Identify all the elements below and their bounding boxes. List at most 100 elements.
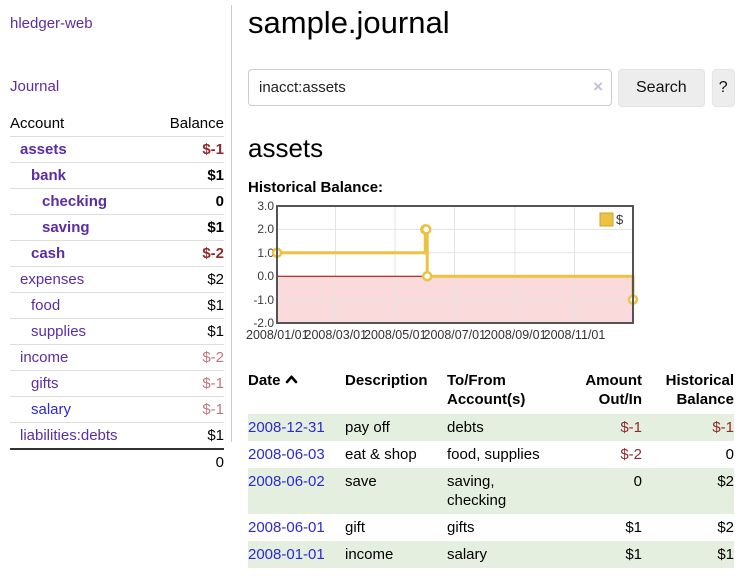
balance-cell: $2 xyxy=(717,473,734,490)
register-header-row: Date Description To/From Account(s) Amou… xyxy=(248,371,734,414)
accounts-cell: gifts xyxy=(447,519,475,536)
x-tick-label: 2008/01/01 xyxy=(246,328,309,342)
account-row: checking 0 xyxy=(10,188,224,215)
account-balance: $-2 xyxy=(152,344,224,371)
app-title: hledger-web xyxy=(10,15,224,32)
table-row: 2008-12-31 pay off debts $-1 $-1 xyxy=(248,414,734,441)
date-link[interactable]: 2008-06-03 xyxy=(248,446,325,463)
account-link[interactable]: income xyxy=(20,349,69,366)
register-header-description: Description xyxy=(345,372,428,389)
x-tick-label: 2008/05/01 xyxy=(364,328,427,342)
search-box: × xyxy=(248,69,612,106)
accounts-table: Account Balance assets $-1 bank $1 checking 0… xyxy=(10,111,224,475)
register-header-date[interactable]: Date xyxy=(248,371,345,414)
main-content: sample.journal × Search ? assets Histori… xyxy=(246,5,742,568)
account-row: gifts $-1 xyxy=(10,370,224,397)
page-title: sample.journal xyxy=(248,5,450,40)
account-link[interactable]: salary xyxy=(31,401,72,418)
accounts-total-row: 0 xyxy=(10,448,224,475)
account-link[interactable]: food xyxy=(31,297,61,314)
legend-swatch xyxy=(599,212,614,227)
sidebar-item-journal[interactable]: Journal xyxy=(10,78,60,95)
search-button[interactable]: Search xyxy=(618,69,705,107)
chart-border xyxy=(276,205,634,324)
amount-cell: 0 xyxy=(633,473,642,490)
account-row: salary $-1 xyxy=(10,396,224,423)
description-cell: save xyxy=(345,473,377,490)
account-row: income $-2 xyxy=(10,344,224,371)
account-balance: $1 xyxy=(152,214,224,241)
account-balance: $2 xyxy=(152,266,224,293)
accounts-cell: debts xyxy=(447,419,484,436)
balance-cell: 0 xyxy=(725,446,734,463)
balance-cell: $-1 xyxy=(712,419,734,436)
description-cell: eat & shop xyxy=(345,446,417,463)
x-tick-label: 2008/09/01 xyxy=(483,328,547,342)
y-tick-label: -2.0 xyxy=(253,316,274,330)
account-link[interactable]: liabilities:debts xyxy=(20,427,118,444)
accounts-header-account: Account xyxy=(10,115,65,132)
account-balance: $1 xyxy=(152,162,224,189)
table-row: 2008-06-01 gift gifts $1 $2 xyxy=(248,514,734,541)
account-balance: $1 xyxy=(152,318,224,345)
balance-chart-svg: $ xyxy=(271,205,639,324)
account-row: saving $1 xyxy=(10,214,224,241)
account-link[interactable]: cash xyxy=(31,245,66,262)
amount-cell: $1 xyxy=(625,546,642,563)
sidebar: hledger-web Journal Account Balance asse… xyxy=(0,5,232,475)
accounts-header-balance: Balance xyxy=(169,115,224,132)
table-row: 2008-06-02 save saving, checking 0 $2 xyxy=(248,468,734,514)
account-row: liabilities:debts $1 xyxy=(10,422,224,449)
clear-search-icon[interactable]: × xyxy=(593,77,603,96)
account-balance: $-1 xyxy=(152,370,224,397)
account-link[interactable]: saving xyxy=(42,219,90,236)
account-row: cash $-2 xyxy=(10,240,224,267)
account-balance: 0 xyxy=(152,188,224,215)
table-row: 2008-01-01 income salary $1 $1 xyxy=(248,541,734,568)
register-header-amount: Amount Out/In xyxy=(585,372,642,408)
y-tick-label: 3.0 xyxy=(257,199,274,213)
account-link[interactable]: expenses xyxy=(20,271,85,288)
account-heading: assets xyxy=(248,133,324,163)
accounts-total-value: 0 xyxy=(152,448,224,475)
help-button[interactable]: ? xyxy=(711,69,735,107)
account-link[interactable]: checking xyxy=(42,193,108,210)
caret-up-icon xyxy=(285,372,298,389)
account-row: expenses $2 xyxy=(10,266,224,293)
account-row: supplies $1 xyxy=(10,318,224,345)
account-link[interactable]: bank xyxy=(31,167,67,184)
description-cell: income xyxy=(345,546,394,563)
y-tick-label: 2.0 xyxy=(257,222,274,237)
x-tick-label: 2008/07/01 xyxy=(423,328,487,342)
data-point-marker xyxy=(421,270,433,282)
account-link[interactable]: gifts xyxy=(31,375,59,392)
register-header-accounts: To/From Account(s) xyxy=(447,372,526,408)
account-balance: $1 xyxy=(152,292,224,319)
account-row: assets $-1 xyxy=(10,136,224,163)
account-link[interactable]: supplies xyxy=(31,323,87,340)
account-balance: $1 xyxy=(152,422,224,449)
balance-cell: $2 xyxy=(717,519,734,536)
chart-label: Historical Balance: xyxy=(248,179,384,196)
amount-cell: $-1 xyxy=(620,419,642,436)
date-link[interactable]: 2008-06-01 xyxy=(248,519,325,536)
date-link[interactable]: 2008-06-02 xyxy=(248,473,325,490)
date-link[interactable]: 2008-01-01 xyxy=(248,546,325,563)
accounts-cell: food, supplies xyxy=(447,446,540,463)
amount-cell: $1 xyxy=(625,519,642,536)
accounts-cell: salary xyxy=(447,546,488,563)
table-row: 2008-06-03 eat & shop food, supplies $-2 0 xyxy=(248,441,734,468)
search-input[interactable] xyxy=(248,69,612,106)
date-link[interactable]: 2008-12-31 xyxy=(248,419,325,436)
account-link[interactable]: assets xyxy=(20,141,67,158)
account-row: food $1 xyxy=(10,292,224,319)
account-balance: $-1 xyxy=(152,396,224,423)
x-tick-label: 2008/11/01 xyxy=(543,328,606,342)
balance-cell: $1 xyxy=(717,546,734,563)
y-tick-label: 1.0 xyxy=(257,245,274,260)
search-row: × Search ? xyxy=(248,69,735,107)
app-title-link[interactable]: hledger-web xyxy=(10,15,93,32)
accounts-header-row: Account Balance xyxy=(10,111,224,137)
historical-balance-chart: 3.0 2.0 1.0 0.0 -1.0 -2.0 $ 2008/01/01 2008/03… xyxy=(246,199,734,344)
y-tick-label: -1.0 xyxy=(253,292,274,307)
